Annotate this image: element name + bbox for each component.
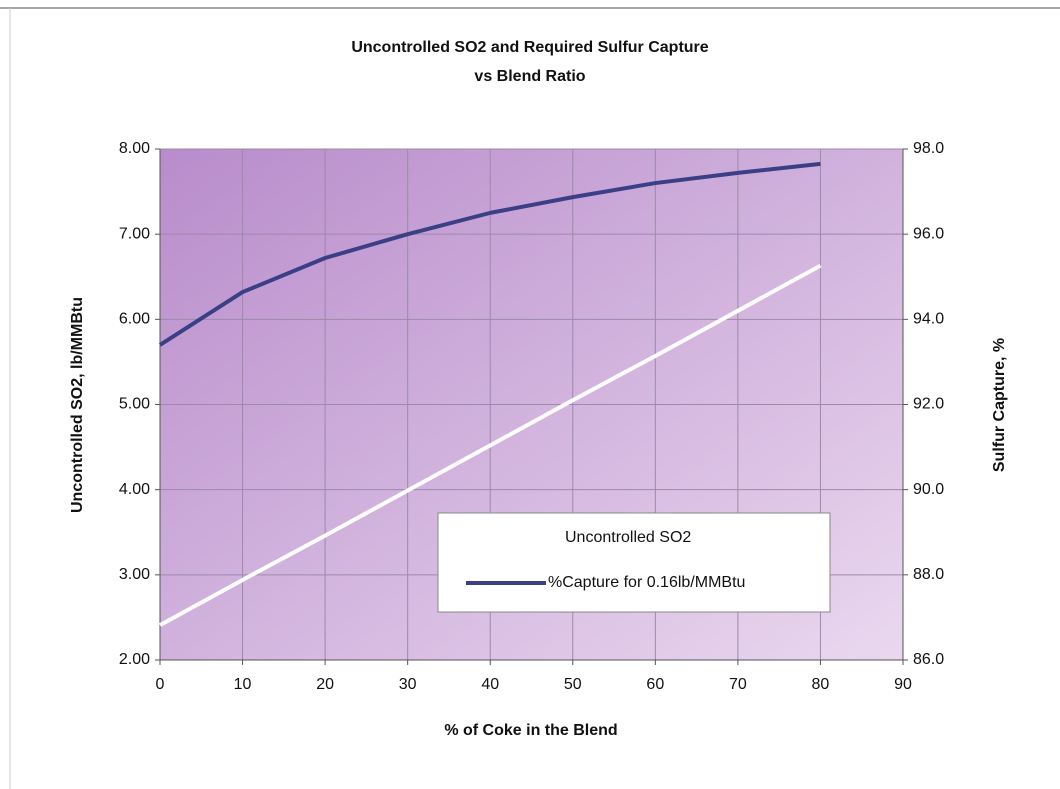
y-tick-label: 8.00 bbox=[119, 140, 150, 157]
series-line bbox=[159, 263, 822, 627]
y-tick-label: 5.00 bbox=[119, 396, 150, 413]
x-tick-label: 70 bbox=[729, 676, 747, 693]
series-line bbox=[158, 161, 821, 347]
x-tick-label: 10 bbox=[234, 676, 252, 693]
y2-tick-label: 98.0 bbox=[913, 140, 944, 157]
y2-tick-label: 86.0 bbox=[913, 651, 944, 668]
y-tick-label: 3.00 bbox=[119, 566, 150, 583]
x-tick-label: 0 bbox=[156, 676, 165, 693]
y-tick-label: 4.00 bbox=[119, 481, 150, 498]
x-tick-label: 50 bbox=[564, 676, 582, 693]
y2-tick-label: 88.0 bbox=[913, 566, 944, 583]
y2-tick-label: 96.0 bbox=[913, 225, 944, 242]
y2-tick-label: 94.0 bbox=[913, 311, 944, 328]
legend-label: Uncontrolled SO2 bbox=[565, 529, 691, 546]
x-tick-label: 20 bbox=[316, 676, 334, 693]
y-axis-title: Uncontrolled SO2, lb/MMBtu bbox=[69, 297, 86, 513]
y-tick-label: 7.00 bbox=[119, 225, 150, 242]
x-tick-label: 80 bbox=[812, 676, 830, 693]
legend-label: %Capture for 0.16lb/MMBtu bbox=[548, 574, 745, 591]
x-tick-label: 90 bbox=[894, 676, 912, 693]
legend-box bbox=[437, 512, 831, 613]
y2-axis-title: Sulfur Capture, % bbox=[991, 338, 1008, 472]
x-tick-label: 60 bbox=[646, 676, 664, 693]
x-tick-label: 30 bbox=[399, 676, 417, 693]
x-tick-label: 40 bbox=[481, 676, 499, 693]
y-tick-label: 2.00 bbox=[119, 651, 150, 668]
chart-title: Uncontrolled SO2 and Required Sulfur Cap… bbox=[351, 39, 708, 56]
y-tick-label: 6.00 bbox=[119, 311, 150, 328]
chart-subtitle: vs Blend Ratio bbox=[474, 68, 585, 85]
y2-tick-label: 92.0 bbox=[913, 396, 944, 413]
y2-tick-label: 90.0 bbox=[913, 481, 944, 498]
x-axis-title: % of Coke in the Blend bbox=[444, 722, 617, 739]
